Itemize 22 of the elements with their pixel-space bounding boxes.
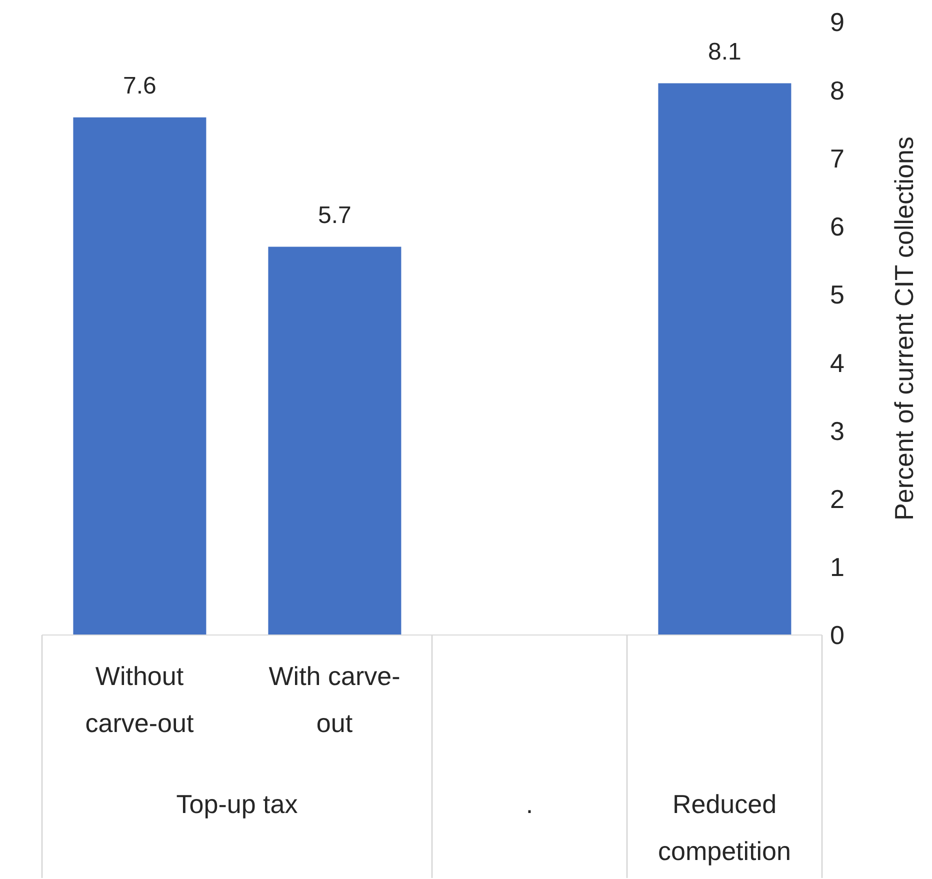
x-tick-label: Without carve-out	[85, 661, 194, 738]
data-label: 5.7	[318, 202, 352, 229]
text: .	[526, 789, 534, 819]
x-tick-label: With carve-out	[268, 661, 400, 738]
y-tick-label: 5	[830, 280, 844, 310]
y-tick-label: 0	[830, 620, 844, 650]
bar	[73, 117, 206, 635]
y-tick-label: 8	[830, 75, 844, 106]
data-label: 8.1	[708, 38, 742, 66]
y-tick-label: 6	[830, 212, 844, 242]
y-tick-label: 1	[830, 552, 844, 582]
y-tick-label: 3	[830, 416, 844, 446]
bar	[268, 246, 402, 635]
data-label: 7.6	[123, 72, 156, 100]
y-tick-label: 7	[830, 143, 844, 174]
y-axis-title: Percent of current CIT collections	[889, 136, 919, 520]
y-tick-label: 9	[830, 7, 844, 38]
y-tick-label: 2	[830, 484, 844, 514]
y-tick-label: 4	[830, 348, 844, 378]
text: Reduced competition	[658, 789, 791, 866]
text: Top-up tax	[176, 789, 298, 819]
bar	[658, 83, 792, 635]
